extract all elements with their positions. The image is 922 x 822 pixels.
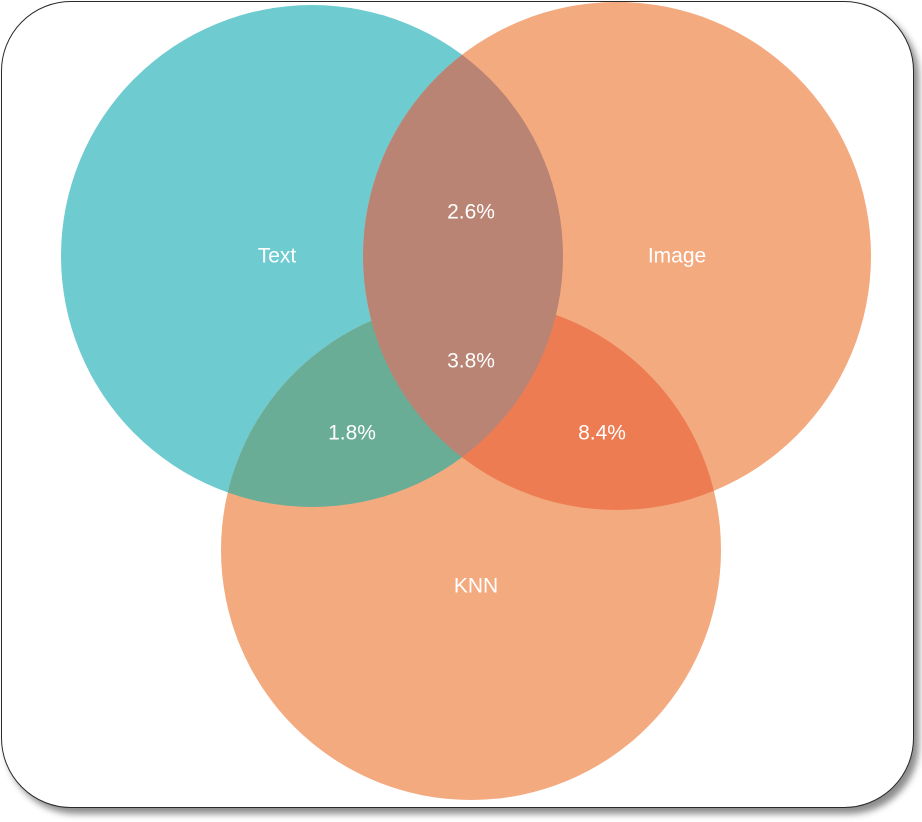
text-knn-value: 1.8%: [328, 422, 376, 445]
knn-set-label: KNN: [454, 575, 498, 598]
venn-diagram: Text Image KNN 2.6% 3.8% 1.8% 8.4%: [61, 2, 871, 800]
triple-value: 3.8%: [447, 350, 495, 373]
image-knn-value: 8.4%: [578, 422, 626, 445]
text-set-label: Text: [258, 245, 297, 268]
image-knn-overlap: [363, 300, 721, 510]
image-set-label: Image: [648, 245, 706, 268]
diagram-frame: Text Image KNN 2.6% 3.8% 1.8% 8.4%: [1, 1, 914, 808]
text-knn-overlap: [221, 300, 563, 507]
text-image-value: 2.6%: [447, 201, 495, 224]
